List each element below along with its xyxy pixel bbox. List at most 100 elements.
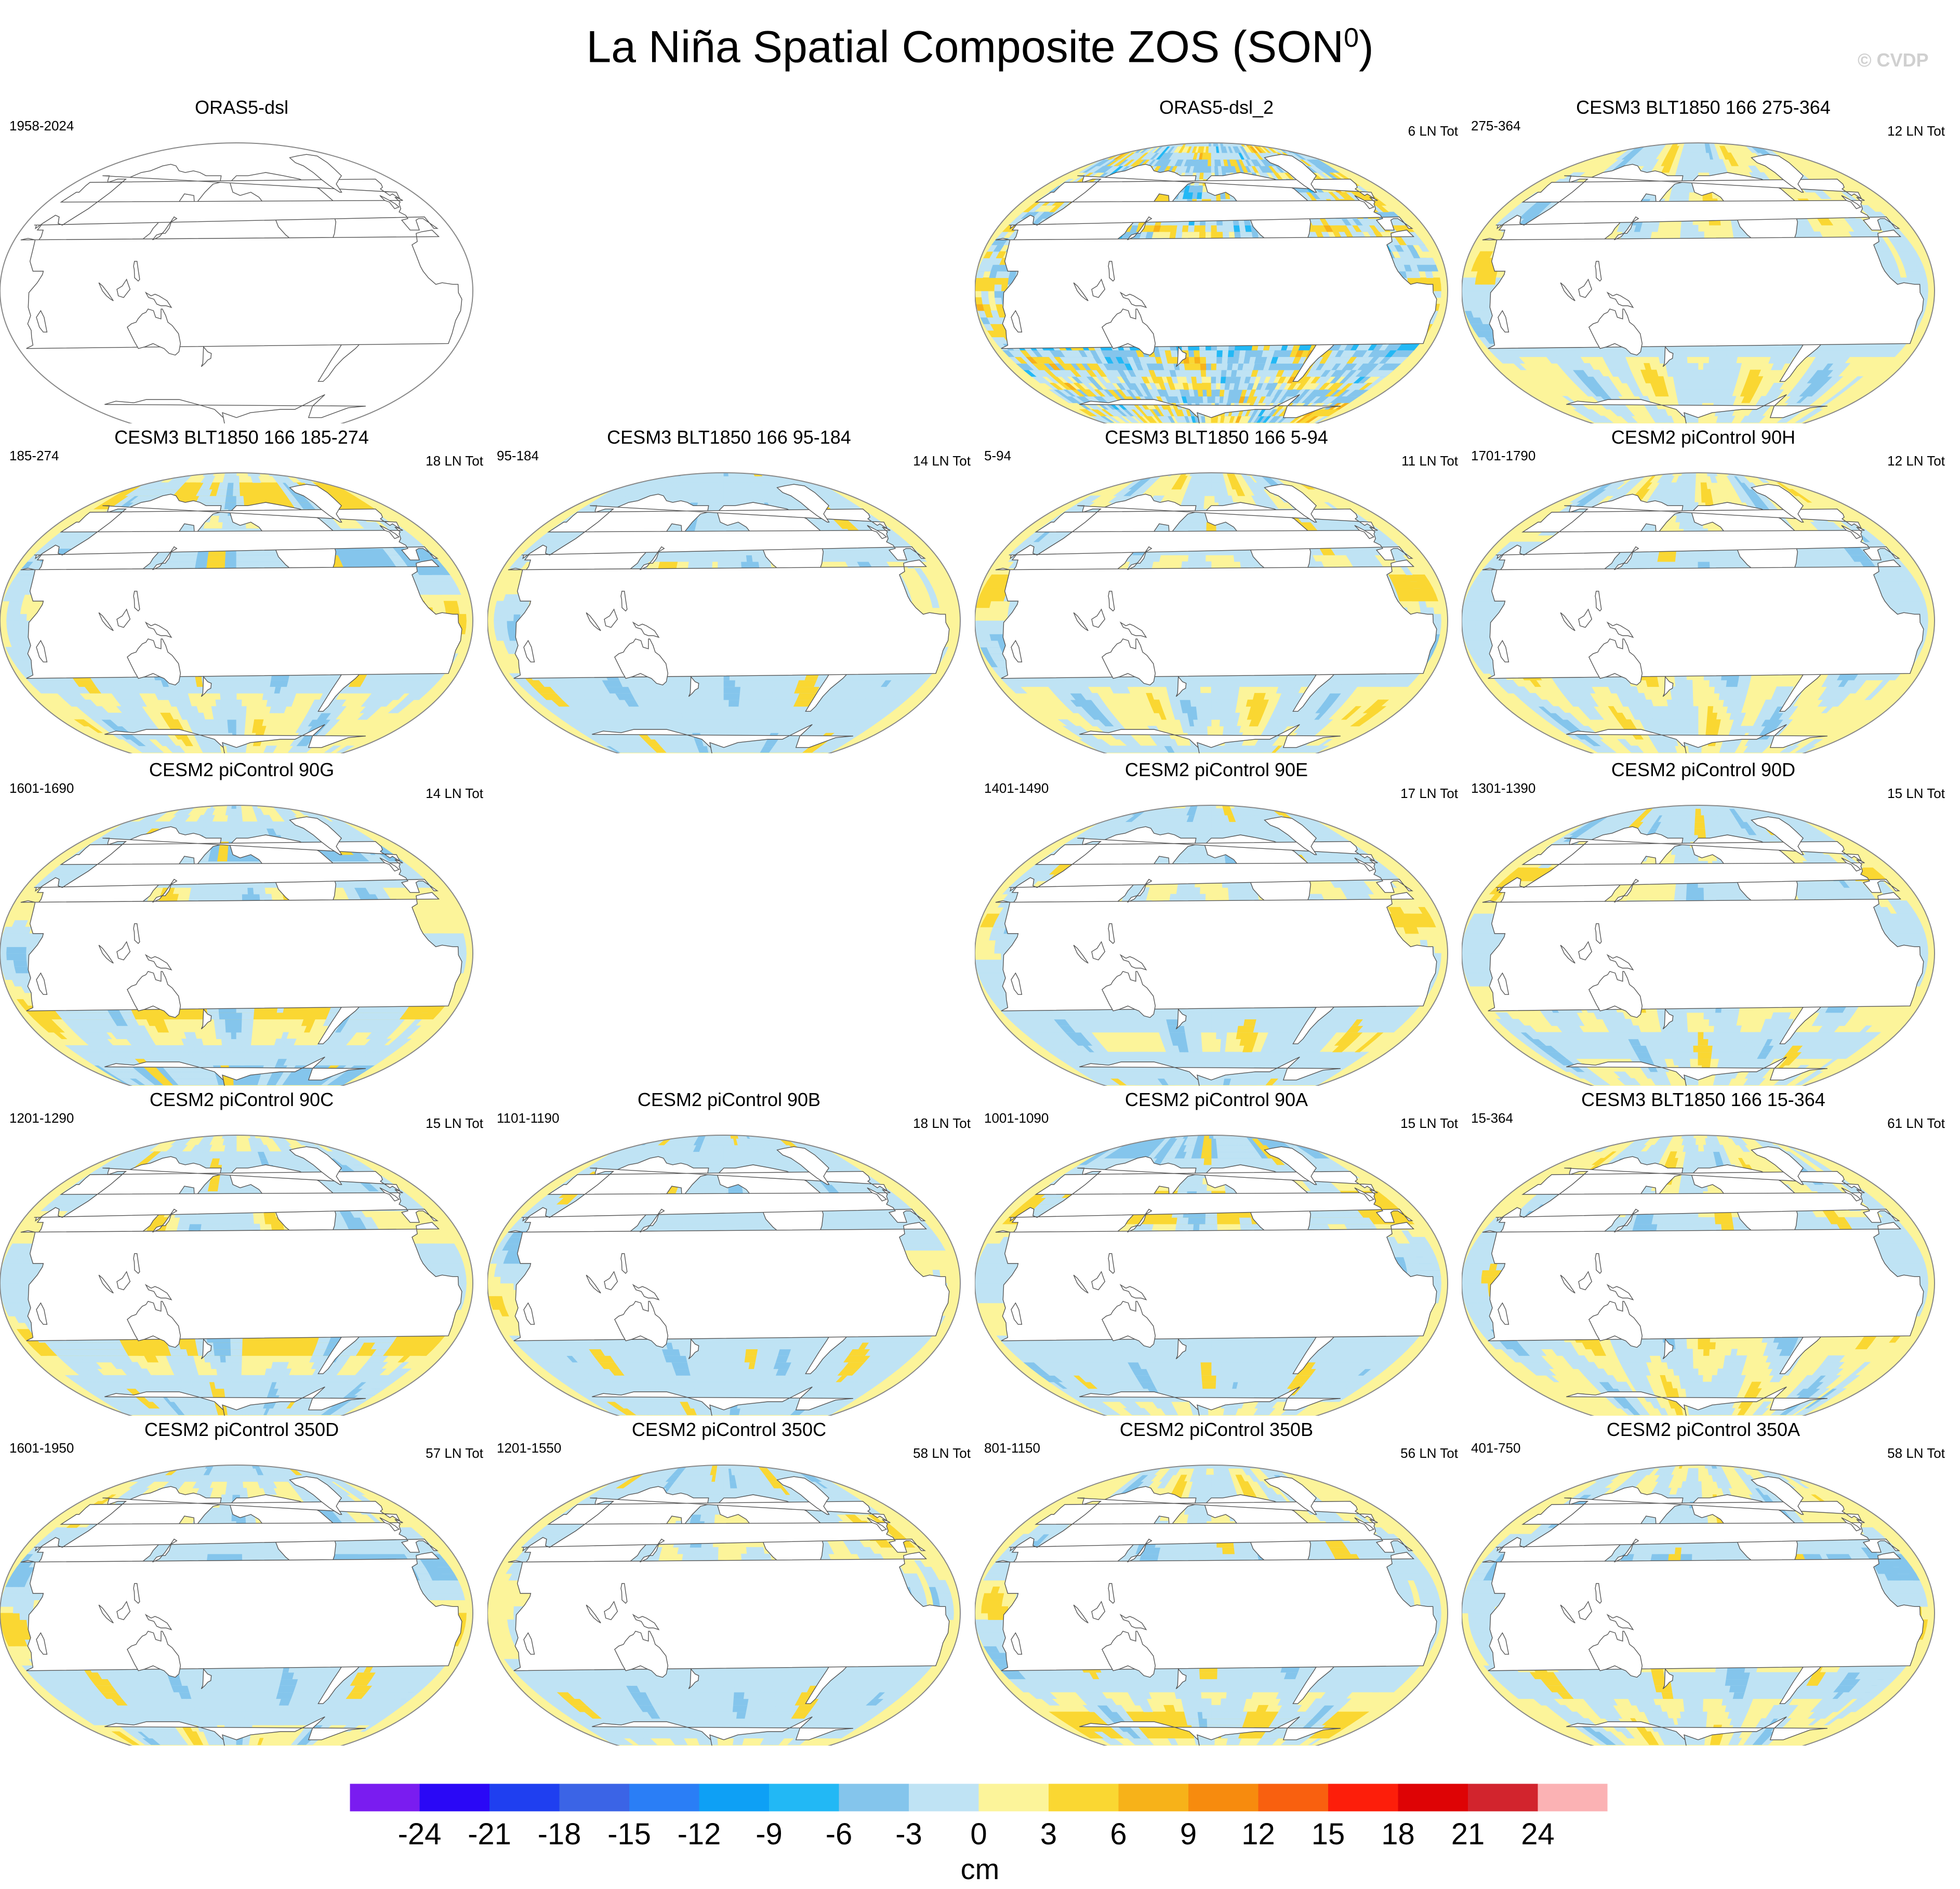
- panel-period: 1301-1390: [1471, 780, 1535, 796]
- land-uk: [379, 1187, 400, 1202]
- land-philippines: [1595, 261, 1602, 282]
- panel-title: CESM2 piControl 90H: [1462, 426, 1945, 449]
- land-new-zealand: [1662, 1668, 1674, 1690]
- land-new-zealand: [201, 345, 212, 367]
- colorbar-tick-label: 9: [1180, 1817, 1197, 1851]
- land-new-guinea: [1119, 954, 1147, 970]
- map-border: [975, 472, 1448, 753]
- land-antarctica: [1566, 1716, 1827, 1746]
- map-panel: CESM2 piControl 90G 1601-1690 14 LN Tot: [0, 759, 483, 1086]
- land-sumatra: [98, 944, 114, 964]
- colorbar-swatch: [1468, 1784, 1539, 1812]
- map-panel: CESM2 piControl 90H 1701-1790 12 LN Tot: [1462, 426, 1945, 753]
- panel-title: CESM2 piControl 90B: [487, 1088, 971, 1111]
- land-europe: [521, 505, 926, 561]
- panel-title: CESM2 piControl 350C: [487, 1418, 971, 1441]
- land-africa: [995, 1222, 1437, 1341]
- panel-event-count: 61 LN Tot: [1887, 1115, 1945, 1132]
- land-new-zealand: [1175, 345, 1187, 367]
- map-frame: [975, 1465, 1448, 1746]
- land-japan: [1127, 216, 1153, 241]
- land-europe: [34, 1167, 439, 1223]
- land-greenland: [776, 484, 830, 523]
- map-panel: CESM2 piControl 350A 401-750 58 LN Tot: [1462, 1418, 1945, 1746]
- map-border: [0, 1135, 473, 1416]
- panel-period: 15-364: [1471, 1110, 1513, 1126]
- land-borneo: [604, 608, 618, 628]
- map-panel: CESM3 BLT1850 166 15-364 15-364 61 LN Tot: [1462, 1088, 1945, 1416]
- panel-period: 1201-1550: [497, 1440, 561, 1456]
- panel-period: 95-184: [497, 448, 539, 464]
- panel-title: CESM2 piControl 90D: [1462, 759, 1945, 781]
- land-madagascar: [1011, 640, 1023, 662]
- land-africa: [1482, 1222, 1924, 1341]
- land-australia: [1588, 1300, 1643, 1348]
- map-border: [487, 472, 961, 753]
- panel-event-count: 15 LN Tot: [1887, 786, 1945, 802]
- land-greenland: [1751, 1146, 1804, 1185]
- land-madagascar: [523, 640, 535, 662]
- land-borneo: [1578, 278, 1593, 298]
- land-africa: [995, 1552, 1437, 1671]
- land-antarctica: [1079, 724, 1341, 753]
- land-madagascar: [1011, 972, 1023, 995]
- figure-title-close: ): [1359, 22, 1374, 72]
- land-philippines: [620, 1583, 628, 1604]
- land-japan: [152, 216, 178, 241]
- land-philippines: [1108, 1583, 1115, 1604]
- land-europe: [1495, 1497, 1900, 1553]
- panel-title: CESM3 BLT1850 166 15-364: [1462, 1088, 1945, 1111]
- colorbar-tick-label: -3: [895, 1817, 922, 1851]
- colorbar-tick-label: 12: [1241, 1817, 1275, 1851]
- land-philippines: [1108, 1253, 1115, 1274]
- panel-event-count: 12 LN Tot: [1887, 453, 1945, 469]
- map-panel: CESM2 piControl 90D 1301-1390 15 LN Tot: [1462, 759, 1945, 1086]
- panel-period: 1701-1790: [1471, 448, 1535, 464]
- map-frame: [975, 805, 1448, 1086]
- panel-title: CESM2 piControl 350D: [0, 1418, 483, 1441]
- land-japan: [640, 1208, 665, 1233]
- colorbar-label: cm: [0, 1854, 1960, 1885]
- map-border: [487, 1135, 961, 1416]
- land-antarctica: [1566, 394, 1827, 423]
- colorbar-swatch: [1188, 1784, 1259, 1812]
- land-greenland: [776, 1476, 830, 1515]
- colorbar-swatch: [1049, 1784, 1119, 1812]
- land-philippines: [133, 923, 140, 944]
- land-borneo: [1091, 608, 1106, 628]
- map-border: [0, 142, 473, 423]
- land-antarctica: [104, 1056, 366, 1086]
- panel-title: CESM2 piControl 90A: [975, 1088, 1458, 1111]
- panel-title: CESM3 BLT1850 166 185-274: [0, 426, 483, 449]
- land-new-guinea: [144, 621, 173, 638]
- map-panel: CESM3 BLT1850 166 185-274 185-274 18 LN To…: [0, 426, 483, 753]
- land-borneo: [116, 1271, 131, 1291]
- land-australia: [127, 1300, 181, 1348]
- land-new-zealand: [1175, 675, 1187, 697]
- land-madagascar: [1011, 310, 1023, 332]
- panel-period: 1958-2024: [9, 118, 74, 134]
- land-africa: [20, 230, 462, 349]
- land-uk: [867, 525, 888, 539]
- map-border: [1462, 1465, 1935, 1746]
- land-sumatra: [1073, 282, 1089, 301]
- land-new-guinea: [1119, 291, 1147, 308]
- colorbar-tick-label: -18: [538, 1817, 581, 1851]
- land-australia: [1588, 1630, 1643, 1678]
- land-greenland: [289, 1476, 342, 1515]
- land-japan: [1614, 1538, 1639, 1563]
- panel-event-count: 11 LN Tot: [1401, 453, 1458, 469]
- land-sumatra: [1073, 944, 1089, 964]
- land-antarctica: [1079, 1386, 1341, 1416]
- land-japan: [640, 1538, 665, 1563]
- land-europe: [521, 1497, 926, 1553]
- land-australia: [1588, 970, 1643, 1018]
- panel-period: 1201-1290: [9, 1110, 74, 1126]
- panel-event-count: 18 LN Tot: [426, 453, 483, 469]
- land-greenland: [776, 1146, 830, 1185]
- map-panel: CESM3 BLT1850 166 95-184 95-184 14 LN Tot: [487, 426, 971, 753]
- land-new-zealand: [201, 1338, 212, 1360]
- colorbar-tick-label: -24: [398, 1817, 442, 1851]
- land-sumatra: [98, 1604, 114, 1624]
- map-border: [0, 805, 473, 1086]
